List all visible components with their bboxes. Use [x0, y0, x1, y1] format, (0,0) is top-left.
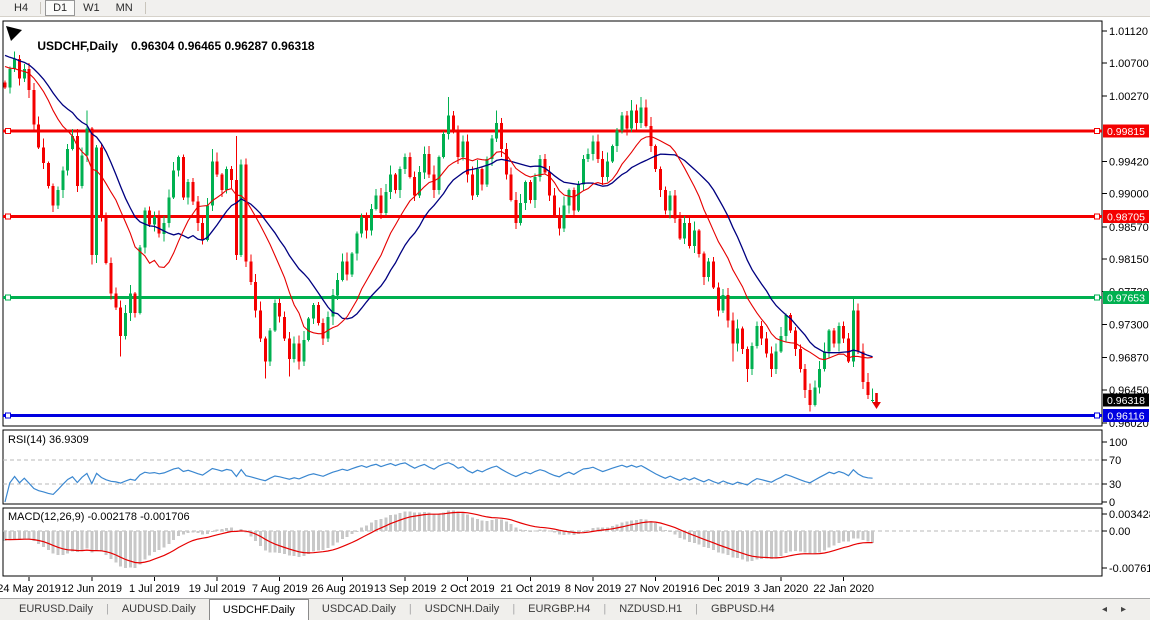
price-axis: 1.01120 1.00700 1.00270 0.99420 0.99000 0.985…	[1102, 26, 1149, 430]
svg-text:70: 70	[1109, 455, 1121, 467]
chart-ohlc-values: 0.96304 0.96465 0.96287 0.96318	[131, 39, 315, 53]
svg-text:27 Nov 2019: 27 Nov 2019	[625, 583, 687, 595]
symbol-tabbar: EURUSD.Daily | AUDUSD.Daily USDCHF.Daily USD…	[0, 598, 1150, 620]
tab-scroll-arrows: ◂▸	[1102, 604, 1140, 615]
chart-tab-eurusd-daily[interactable]: EURUSD.Daily	[19, 603, 93, 615]
tab-separator: |	[512, 603, 516, 615]
svg-text:1.00270: 1.00270	[1109, 91, 1149, 103]
chart-symbol-label: USDCHF,Daily	[37, 39, 119, 53]
current-price-badge: 0.96318	[1103, 393, 1149, 407]
svg-text:-0.007615: -0.007615	[1109, 563, 1150, 575]
timeframe-button-h4[interactable]: H4	[14, 2, 29, 14]
svg-text:0.97653: 0.97653	[1107, 292, 1145, 304]
date-axis: 24 May 2019 12 Jun 2019 1 Jul 2019 19 Jul 2…	[0, 577, 874, 595]
chart-tab-gbpusd-h4[interactable]: GBPUSD.H4	[711, 603, 775, 615]
rsi-line	[4, 462, 873, 503]
tab-separator: |	[695, 603, 698, 615]
pane-borders	[2, 20, 1103, 577]
tab-separator: |	[603, 603, 607, 615]
svg-text:22 Jan 2020: 22 Jan 2020	[813, 583, 874, 595]
svg-text:1.01120: 1.01120	[1109, 26, 1148, 38]
svg-text:26 Aug 2019: 26 Aug 2019	[312, 583, 374, 595]
tab-scroll-left-icon[interactable]: ◂	[1101, 604, 1121, 615]
svg-text:1 Jul 2019: 1 Jul 2019	[129, 583, 180, 595]
svg-text:0: 0	[1109, 497, 1115, 509]
chart-tab-usdcad-daily[interactable]: USDCAD.Daily	[321, 603, 396, 615]
rsi-indicator-label: RSI(14) 36.9309	[8, 434, 89, 446]
svg-text:0.99000: 0.99000	[1109, 189, 1149, 201]
macd-indicator-label: MACD(12,26,9) -0.002178 -0.001706	[8, 511, 190, 523]
svg-text:0.97300: 0.97300	[1109, 319, 1149, 331]
svg-text:21 Oct 2019: 21 Oct 2019	[500, 583, 560, 595]
moving-averages	[4, 54, 873, 361]
toolbar-separator	[40, 2, 42, 14]
timeframe-button-mn[interactable]: MN	[115, 2, 133, 14]
rsi-pane: 100 70 30 0	[3, 437, 1127, 509]
chart-tab-usdcnh-daily[interactable]: USDCNH.Daily	[424, 603, 500, 615]
svg-text:0.00: 0.00	[1109, 526, 1130, 538]
svg-text:19 Jul 2019: 19 Jul 2019	[189, 583, 246, 595]
chart-tab-nzdusd-h1[interactable]: NZDUSD.H1	[619, 603, 683, 615]
ma-slow-line	[4, 54, 873, 358]
horizontal-level-lines[interactable]: 0.99815 0.98705 0.97653 0.96116	[3, 124, 1149, 423]
sell-arrow-icon[interactable]	[872, 393, 881, 409]
svg-text:24 May 2019: 24 May 2019	[0, 583, 61, 595]
timeframe-toolbar: H4 D1 W1 MN	[0, 0, 1150, 17]
chart-tab-audusd-daily[interactable]: AUDUSD.Daily	[121, 603, 196, 615]
toolbar-separator	[144, 2, 146, 14]
svg-text:0.96318: 0.96318	[1107, 395, 1145, 407]
tab-scroll-right-icon[interactable]: ▸	[1120, 604, 1140, 615]
svg-text:0.96870: 0.96870	[1109, 353, 1149, 365]
svg-text:0.98570: 0.98570	[1109, 222, 1149, 234]
price-chart[interactable]: 1.01120 1.00700 1.00270 0.99420 0.99000 0.985…	[0, 0, 1150, 598]
svg-text:0.96116: 0.96116	[1107, 410, 1144, 422]
svg-text:3 Jan 2020: 3 Jan 2020	[754, 583, 808, 595]
svg-text:30: 30	[1109, 479, 1121, 491]
svg-text:0.98705: 0.98705	[1107, 211, 1145, 223]
timeframe-button-w1[interactable]: W1	[83, 2, 100, 14]
svg-text:100: 100	[1109, 437, 1127, 449]
candlesticks	[3, 51, 875, 412]
svg-text:7 Aug 2019: 7 Aug 2019	[252, 583, 308, 595]
macd-signal-line	[4, 511, 873, 564]
svg-text:16 Dec 2019: 16 Dec 2019	[687, 583, 749, 595]
macd-pane: 0.003428 0.00 -0.007615	[3, 509, 1150, 575]
svg-text:8 Nov 2019: 8 Nov 2019	[565, 583, 621, 595]
timeframe-button-d1[interactable]: D1	[45, 0, 76, 16]
tab-separator: |	[408, 603, 412, 615]
svg-text:1.00700: 1.00700	[1109, 58, 1149, 70]
tab-separator: |	[105, 603, 109, 615]
ma-fast-line	[4, 65, 873, 361]
svg-text:0.98150: 0.98150	[1109, 254, 1149, 266]
chart-title: USDCHF,Daily 0.96304 0.96465 0.96287 0.96…	[24, 25, 315, 67]
svg-text:2 Oct 2019: 2 Oct 2019	[441, 583, 495, 595]
black-arrow-icon[interactable]	[6, 26, 22, 41]
svg-text:12 Jun 2019: 12 Jun 2019	[61, 583, 122, 595]
svg-text:0.99815: 0.99815	[1107, 126, 1145, 138]
svg-text:13 Sep 2019: 13 Sep 2019	[374, 583, 436, 595]
chart-tab-eurgbp-h4[interactable]: EURGBP.H4	[528, 603, 591, 615]
svg-text:0.003428: 0.003428	[1109, 509, 1150, 521]
chart-tab-usdchf-daily[interactable]: USDCHF.Daily	[208, 599, 309, 620]
svg-text:0.99420: 0.99420	[1109, 156, 1149, 168]
